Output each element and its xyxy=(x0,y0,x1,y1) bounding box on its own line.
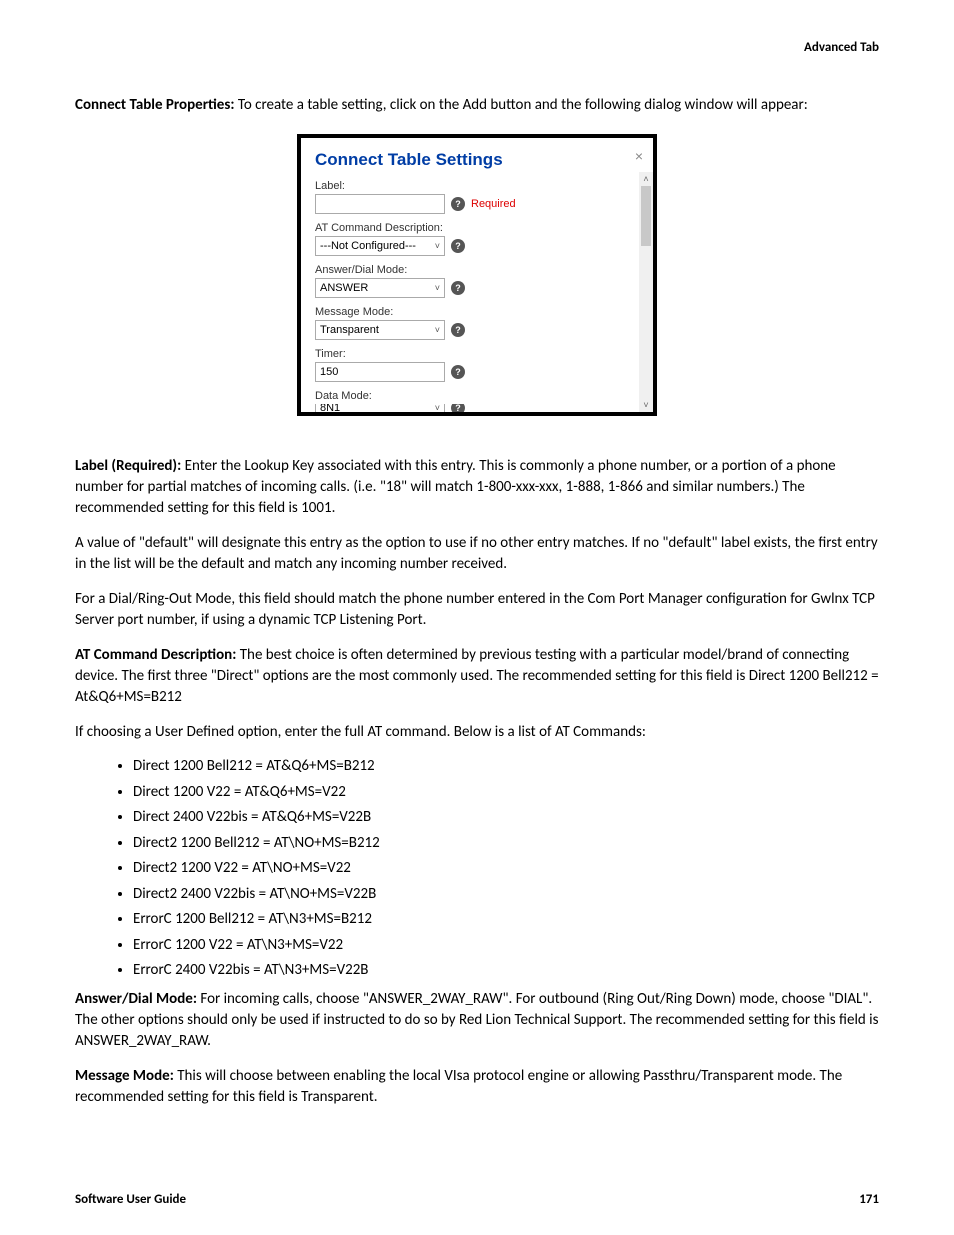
label-required-text: Enter the Lookup Key associated with thi… xyxy=(75,457,836,517)
intro-bold: Connect Table Properties: xyxy=(75,96,234,114)
list-item: Direct2 1200 V22 = AT\NO+MS=V22 xyxy=(133,859,879,879)
atcmd-field-label: AT Command Description: xyxy=(315,222,639,234)
msgmode-select[interactable]: Transparent ˅ xyxy=(315,320,445,340)
help-icon[interactable]: ? xyxy=(451,323,465,337)
answerdial-para: Answer/Dial Mode: For incoming calls, ch… xyxy=(75,989,879,1052)
label-field-group: Label: ? Required xyxy=(315,180,639,214)
atcmd-field-group: AT Command Description: ---Not Configure… xyxy=(315,222,639,256)
required-indicator: Required xyxy=(471,198,516,210)
list-item: Direct2 2400 V22bis = AT\NO+MS=V22B xyxy=(133,885,879,905)
page-footer: Software User Guide 171 xyxy=(75,1192,879,1207)
dialog-container: × Connect Table Settings ˄ ˅ Label: ? Re… xyxy=(75,134,879,416)
help-icon[interactable]: ? xyxy=(451,404,465,412)
datamode-select[interactable]: 8N1 ˅ xyxy=(315,404,445,412)
atcmd-bold: AT Command Description: xyxy=(75,646,236,664)
messagemode-bold: Message Mode: xyxy=(75,1067,174,1085)
list-item: Direct 1200 Bell212 = AT&Q6+MS=B212 xyxy=(133,757,879,777)
help-icon[interactable]: ? xyxy=(451,239,465,253)
intro-text: To create a table setting, click on the … xyxy=(234,96,807,114)
footer-left: Software User Guide xyxy=(75,1192,186,1207)
label-required-para: Label (Required): Enter the Lookup Key a… xyxy=(75,456,879,519)
atcmd-select[interactable]: ---Not Configured--- ˅ xyxy=(315,236,445,256)
ansdial-field-label: Answer/Dial Mode: xyxy=(315,264,639,276)
datamode-field-label: Data Mode: xyxy=(315,390,639,402)
msgmode-field-label: Message Mode: xyxy=(315,306,639,318)
list-item: ErrorC 1200 V22 = AT\N3+MS=V22 xyxy=(133,936,879,956)
atcmd-para: AT Command Description: The best choice … xyxy=(75,645,879,708)
help-icon[interactable]: ? xyxy=(451,197,465,211)
list-item: Direct 1200 V22 = AT&Q6+MS=V22 xyxy=(133,783,879,803)
atcmd-select-value: ---Not Configured--- xyxy=(320,240,416,252)
footer-page-number: 171 xyxy=(859,1192,879,1207)
list-item: ErrorC 1200 Bell212 = AT\N3+MS=B212 xyxy=(133,910,879,930)
section-title: Advanced Tab xyxy=(804,40,879,55)
messagemode-para: Message Mode: This will choose between e… xyxy=(75,1066,879,1108)
help-icon[interactable]: ? xyxy=(451,281,465,295)
intro-paragraph: Connect Table Properties: To create a ta… xyxy=(75,95,879,116)
label-required-bold: Label (Required): xyxy=(75,457,181,475)
chevron-down-icon: ˅ xyxy=(435,325,440,335)
datamode-field-group: Data Mode: 8N1 ˅ ? xyxy=(315,390,639,412)
label-field-label: Label: xyxy=(315,180,639,192)
ansdial-select-value: ANSWER xyxy=(320,282,368,294)
help-icon[interactable]: ? xyxy=(451,365,465,379)
datamode-select-value: 8N1 xyxy=(320,404,340,412)
dial-para: For a Dial/Ring-Out Mode, this field sho… xyxy=(75,589,879,631)
list-item: Direct 2400 V22bis = AT&Q6+MS=V22B xyxy=(133,808,879,828)
ansdial-field-group: Answer/Dial Mode: ANSWER ˅ ? xyxy=(315,264,639,298)
msgmode-select-value: Transparent xyxy=(320,324,379,336)
default-para: A value of "default" will designate this… xyxy=(75,533,879,575)
list-item: ErrorC 2400 V22bis = AT\N3+MS=V22B xyxy=(133,961,879,981)
userdef-para: If choosing a User Defined option, enter… xyxy=(75,722,879,743)
dialog-body: Label: ? Required AT Command Description… xyxy=(301,176,653,412)
chevron-down-icon: ˅ xyxy=(435,241,440,251)
answerdial-bold: Answer/Dial Mode: xyxy=(75,990,197,1008)
label-input[interactable] xyxy=(315,194,445,214)
msgmode-field-group: Message Mode: Transparent ˅ ? xyxy=(315,306,639,340)
page-header: Advanced Tab xyxy=(75,40,879,55)
messagemode-text: This will choose between enabling the lo… xyxy=(75,1067,842,1106)
close-icon[interactable]: × xyxy=(635,148,643,164)
timer-field-group: Timer: 150 ? xyxy=(315,348,639,382)
ansdial-select[interactable]: ANSWER ˅ xyxy=(315,278,445,298)
timer-input-value: 150 xyxy=(320,366,338,378)
list-item: Direct2 1200 Bell212 = AT\NO+MS=B212 xyxy=(133,834,879,854)
timer-input[interactable]: 150 xyxy=(315,362,445,382)
dialog-title: Connect Table Settings xyxy=(301,138,653,176)
timer-field-label: Timer: xyxy=(315,348,639,360)
chevron-down-icon: ˅ xyxy=(435,283,440,293)
at-commands-list: Direct 1200 Bell212 = AT&Q6+MS=B212 Dire… xyxy=(133,757,879,981)
connect-table-dialog: × Connect Table Settings ˄ ˅ Label: ? Re… xyxy=(297,134,657,416)
chevron-down-icon: ˅ xyxy=(435,404,440,412)
